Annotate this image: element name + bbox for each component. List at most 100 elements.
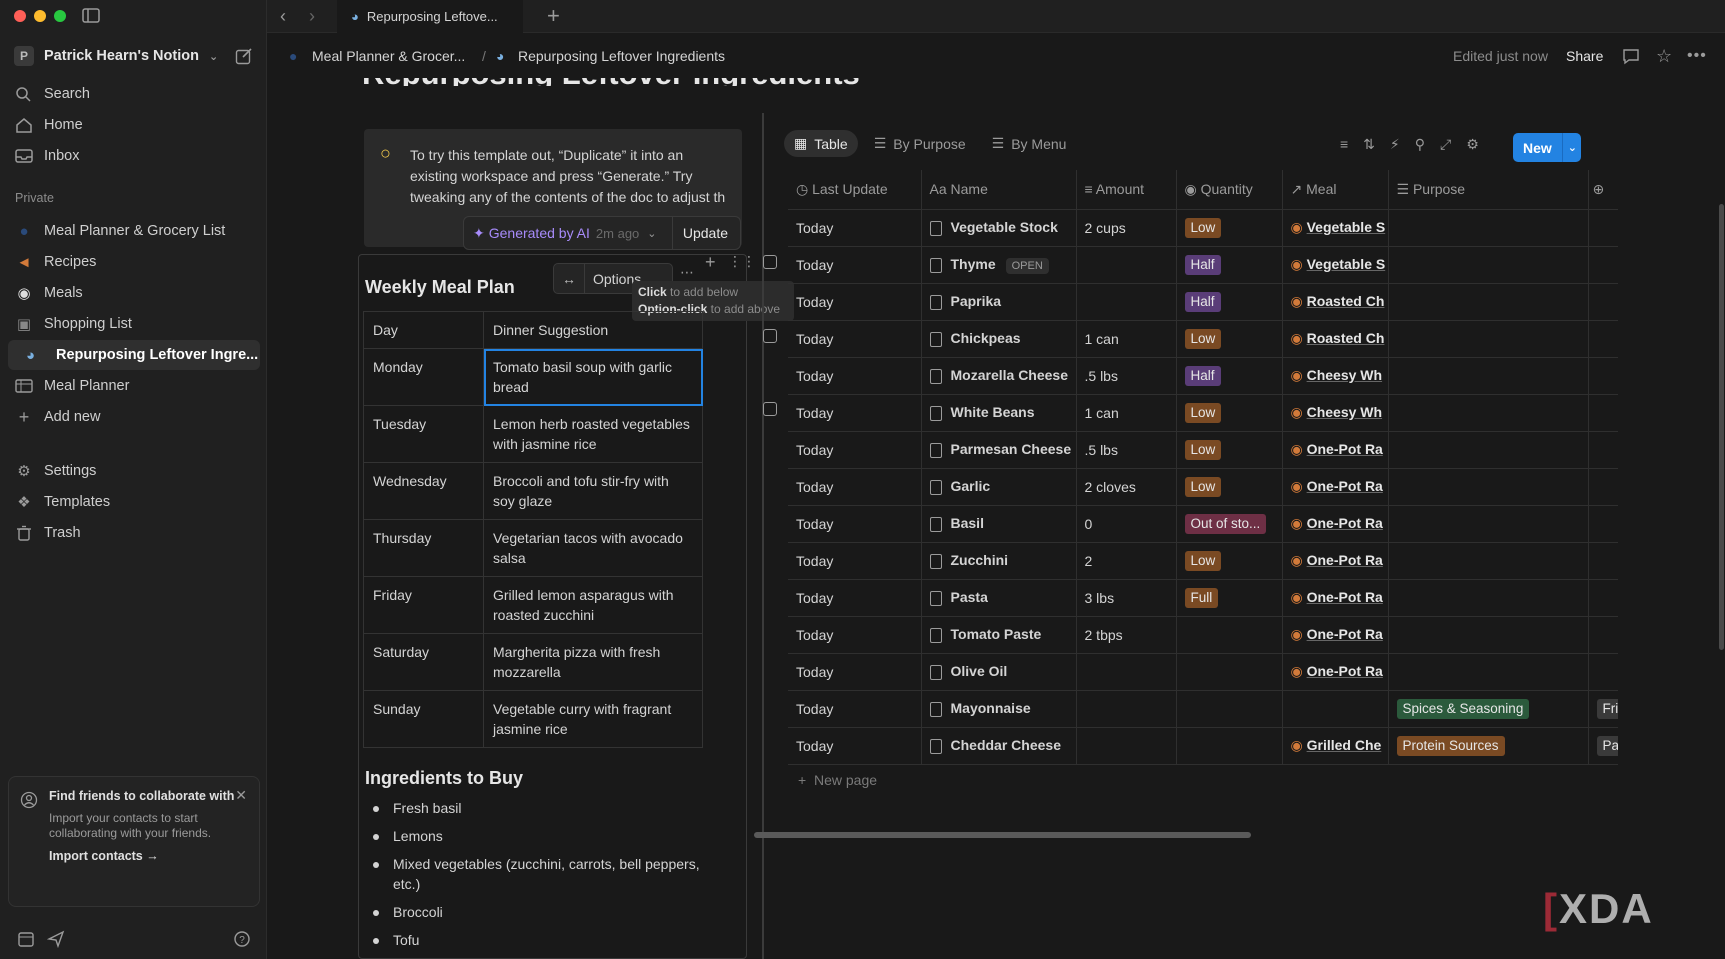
extra-cell[interactable] xyxy=(1588,246,1618,284)
table-cell[interactable]: Broccoli and tofu stir-fry with soy glaz… xyxy=(483,462,703,520)
meal-cell[interactable]: ◉ One-Pot Ra xyxy=(1282,616,1389,654)
name-cell[interactable]: Basil xyxy=(921,505,1077,543)
last-update-cell[interactable]: Today xyxy=(788,283,922,321)
last-update-cell[interactable]: Today xyxy=(788,727,922,765)
table-cell[interactable]: Grilled lemon asparagus with roasted zuc… xyxy=(483,576,703,634)
amount-cell[interactable] xyxy=(1076,690,1177,728)
last-update-cell[interactable]: Today xyxy=(788,394,922,432)
purpose-cell[interactable] xyxy=(1388,616,1589,654)
workspace-switcher[interactable]: P Patrick Hearn's Notion ⌄ xyxy=(14,43,218,69)
automation-icon[interactable]: ⚡ xyxy=(1389,136,1400,152)
purpose-cell[interactable] xyxy=(1388,653,1589,691)
purpose-cell[interactable] xyxy=(1388,505,1589,543)
quantity-cell[interactable]: Low xyxy=(1176,468,1283,506)
maximize-window-button[interactable] xyxy=(54,10,66,22)
name-cell[interactable]: Olive Oil xyxy=(921,653,1077,691)
quantity-cell[interactable]: Low xyxy=(1176,394,1283,432)
forward-icon[interactable]: › xyxy=(309,6,315,26)
last-update-cell[interactable]: Today xyxy=(788,579,922,617)
update-button[interactable]: Update xyxy=(671,216,740,250)
amount-cell[interactable] xyxy=(1076,653,1177,691)
options-button[interactable]: Options xyxy=(593,270,642,287)
purpose-cell[interactable] xyxy=(1388,468,1589,506)
table-cell[interactable]: Friday xyxy=(363,576,484,634)
table-cell[interactable]: Tuesday xyxy=(363,405,484,463)
meal-cell[interactable]: ◉ Vegetable S xyxy=(1282,246,1389,284)
last-update-cell[interactable]: Today xyxy=(788,690,922,728)
quantity-cell[interactable]: Low xyxy=(1176,431,1283,469)
quantity-cell[interactable]: Low xyxy=(1176,542,1283,580)
filter-icon[interactable]: ≡ xyxy=(1340,136,1349,152)
add-column-icon[interactable]: ⊕ xyxy=(1588,170,1618,210)
extra-cell[interactable]: Pa xyxy=(1588,727,1618,765)
purpose-cell[interactable] xyxy=(1388,283,1589,321)
vertical-scrollbar[interactable] xyxy=(1719,204,1724,650)
meal-plan-heading[interactable]: Weekly Meal Plan xyxy=(365,277,515,297)
tab-repurposing[interactable]: ◕ Repurposing Leftove... xyxy=(337,0,523,33)
chevron-down-icon[interactable]: ⌄ xyxy=(647,227,657,240)
new-page-icon[interactable] xyxy=(235,47,253,65)
table-header-cell[interactable]: Day xyxy=(363,311,484,349)
last-update-cell[interactable]: Today xyxy=(788,542,922,580)
quantity-cell[interactable]: Low xyxy=(1176,320,1283,358)
row-checkbox[interactable] xyxy=(763,402,777,416)
table-cell[interactable]: Lemon herb roasted vegetables with jasmi… xyxy=(483,405,703,463)
extra-cell[interactable] xyxy=(1588,653,1618,691)
amount-cell[interactable]: 2 cloves xyxy=(1076,468,1177,506)
minimize-window-button[interactable] xyxy=(34,10,46,22)
purpose-cell[interactable]: Spices & Seasoning xyxy=(1388,690,1589,728)
meal-cell[interactable]: ◉ Cheesy Wh xyxy=(1282,394,1389,432)
table-cell-selected[interactable]: Tomato basil soup with garlic bread xyxy=(483,348,703,406)
meal-cell[interactable]: ◉ One-Pot Ra xyxy=(1282,542,1389,580)
list-item[interactable]: Broccoli xyxy=(364,902,724,922)
close-icon[interactable]: ✕ xyxy=(235,787,247,803)
quantity-cell[interactable] xyxy=(1176,727,1283,765)
last-update-cell[interactable]: Today xyxy=(788,468,922,506)
comment-icon[interactable] xyxy=(1622,47,1640,65)
sidebar-page-meals[interactable]: ◉ Meals xyxy=(14,280,82,306)
sidebar-page-meal-planner-grocery[interactable]: ● Meal Planner & Grocery List xyxy=(14,218,225,244)
extra-cell[interactable] xyxy=(1588,579,1618,617)
table-cell[interactable]: Thursday xyxy=(363,519,484,577)
list-item[interactable]: Mixed vegetables (zucchini, carrots, bel… xyxy=(364,854,724,894)
table-cell[interactable]: Vegetable curry with fragrant jasmine ri… xyxy=(483,690,703,748)
expand-icon[interactable]: ⤢ xyxy=(1440,136,1452,152)
horizontal-scrollbar[interactable] xyxy=(754,832,1251,838)
breadcrumb-item[interactable]: Meal Planner & Grocer... xyxy=(312,48,466,64)
name-cell[interactable]: Tomato Paste xyxy=(921,616,1077,654)
name-cell[interactable]: Mayonnaise xyxy=(921,690,1077,728)
meal-cell[interactable]: ◉ One-Pot Ra xyxy=(1282,468,1389,506)
page-title[interactable]: Repurposing Leftover Ingredients xyxy=(362,56,860,86)
ai-generated-label[interactable]: Generated by AI xyxy=(488,225,590,241)
name-cell[interactable]: Parmesan Cheese xyxy=(921,431,1077,469)
column-header-meal[interactable]: ↗ Meal xyxy=(1282,170,1389,210)
purpose-cell[interactable] xyxy=(1388,209,1589,247)
name-cell[interactable]: White Beans xyxy=(921,394,1077,432)
sidebar-item-inbox[interactable]: Inbox xyxy=(14,143,79,169)
list-item[interactable]: Fresh basil xyxy=(364,798,724,818)
extra-cell[interactable] xyxy=(1588,468,1618,506)
purpose-cell[interactable] xyxy=(1388,431,1589,469)
sidebar-item-home[interactable]: Home xyxy=(14,112,83,138)
meal-cell[interactable]: ◉ One-Pot Ra xyxy=(1282,653,1389,691)
quantity-cell[interactable]: Half xyxy=(1176,357,1283,395)
extra-cell[interactable] xyxy=(1588,357,1618,395)
quantity-cell[interactable] xyxy=(1176,690,1283,728)
meal-cell[interactable]: ◉ Roasted Ch xyxy=(1282,320,1389,358)
purpose-cell[interactable] xyxy=(1388,579,1589,617)
purpose-cell[interactable] xyxy=(1388,357,1589,395)
amount-cell[interactable]: 1 can xyxy=(1076,320,1177,358)
view-tab-by-menu[interactable]: ☰ By Menu xyxy=(982,130,1077,157)
settings-icon[interactable]: ⚙ xyxy=(1466,136,1479,152)
table-cell[interactable]: Wednesday xyxy=(363,462,484,520)
help-icon[interactable]: ? xyxy=(233,930,251,948)
extra-cell[interactable] xyxy=(1588,394,1618,432)
chevron-down-icon[interactable]: ⌄ xyxy=(1561,133,1577,162)
more-icon[interactable]: ⋯ xyxy=(680,264,694,280)
table-cell[interactable]: Sunday xyxy=(363,690,484,748)
name-cell[interactable]: Garlic xyxy=(921,468,1077,506)
quantity-cell[interactable]: Half xyxy=(1176,283,1283,321)
name-cell[interactable]: Zucchini xyxy=(921,542,1077,580)
send-icon[interactable] xyxy=(47,930,65,948)
table-cell[interactable]: Saturday xyxy=(363,633,484,691)
